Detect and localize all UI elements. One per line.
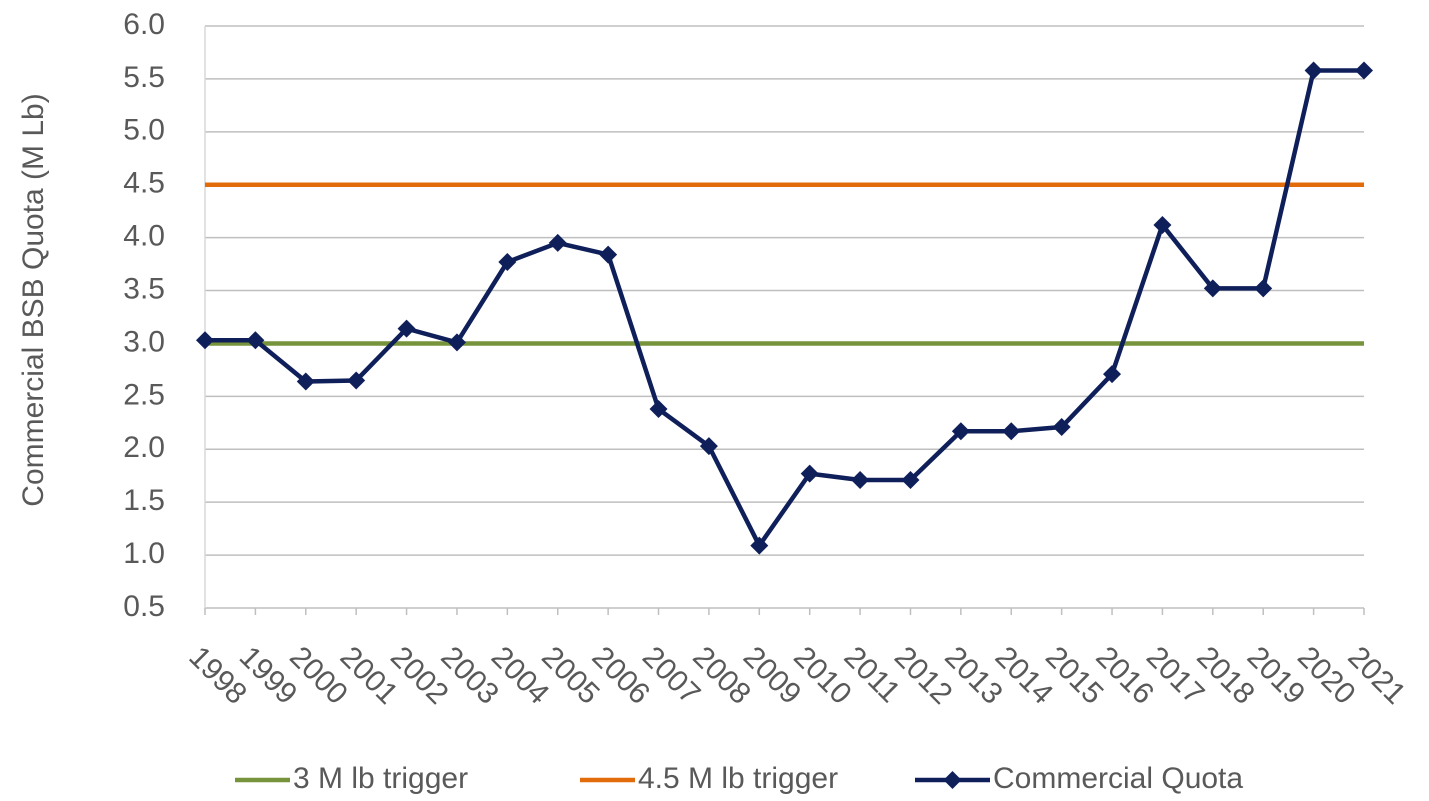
point-marker: [1203, 279, 1222, 298]
x-tick-label: 2015: [1039, 640, 1110, 711]
x-tick-label: 2021: [1341, 640, 1412, 711]
point-marker: [1304, 61, 1323, 80]
x-tick-label: 2017: [1140, 640, 1211, 711]
x-tick-label: 1999: [233, 640, 304, 711]
point-marker: [1254, 279, 1273, 298]
x-tick-label: 2004: [485, 640, 556, 711]
x-tick-label: 2020: [1291, 640, 1362, 711]
x-tick-label: 2006: [586, 640, 657, 711]
point-marker: [1153, 215, 1172, 234]
point-marker: [1052, 418, 1071, 437]
y-tick-label: 1.5: [123, 484, 165, 517]
y-axis-title: Commercial BSB Quota (M Lb): [17, 93, 50, 506]
x-tick-label: 2003: [434, 640, 505, 711]
point-marker: [1002, 422, 1021, 441]
x-tick-label: 2016: [1089, 640, 1160, 711]
point-marker: [901, 470, 920, 489]
x-tick-label: 1998: [182, 640, 253, 711]
x-tick-label: 2019: [1241, 640, 1312, 711]
point-marker: [447, 333, 466, 352]
y-tick-label: 3.5: [123, 272, 165, 305]
y-tick-label: 0.5: [123, 590, 165, 623]
point-marker: [851, 470, 870, 489]
x-tick-label: 2014: [989, 640, 1060, 711]
x-tick-label: 2013: [938, 640, 1009, 711]
point-marker: [397, 319, 416, 338]
point-marker: [599, 245, 618, 264]
point-marker: [1355, 61, 1373, 80]
x-tick-label: 2002: [384, 640, 455, 711]
x-tick-label: 2010: [787, 640, 858, 711]
x-tick-label: 2005: [535, 640, 606, 711]
y-tick-label: 6.0: [123, 8, 165, 41]
legend-label: 3 M lb trigger: [293, 762, 468, 795]
x-tick-label: 2001: [334, 640, 405, 711]
point-marker: [246, 331, 265, 350]
y-tick-label: 5.0: [123, 114, 165, 147]
point-marker: [951, 422, 970, 441]
legend-label: 4.5 M lb trigger: [638, 762, 838, 795]
point-marker: [548, 233, 567, 252]
y-tick-label: 3.0: [123, 325, 165, 358]
x-tick-label: 2011: [838, 640, 907, 709]
point-marker: [196, 331, 214, 350]
x-tick-label: 2012: [888, 640, 959, 711]
y-tick-label: 4.0: [123, 220, 165, 253]
legend-label: Commercial Quota: [993, 762, 1243, 795]
y-tick-label: 2.0: [123, 431, 165, 464]
point-marker: [296, 372, 315, 391]
point-marker: [347, 371, 366, 390]
x-tick-label: 2000: [283, 640, 354, 711]
legend-marker: [943, 771, 962, 789]
y-tick-label: 4.5: [123, 167, 165, 200]
point-marker: [649, 400, 668, 419]
y-tick-label: 5.5: [123, 61, 165, 94]
point-marker: [800, 464, 819, 483]
x-tick-label: 2007: [636, 640, 707, 711]
point-marker: [498, 252, 517, 271]
y-tick-label: 2.5: [123, 378, 165, 411]
point-marker: [750, 536, 769, 555]
x-tick-label: 2009: [737, 640, 808, 711]
point-marker: [1103, 365, 1122, 384]
y-tick-label: 1.0: [123, 537, 165, 570]
series-line: [205, 68, 1364, 548]
x-tick-label: 2018: [1190, 640, 1261, 711]
point-marker: [699, 437, 718, 456]
x-tick-label: 2008: [686, 640, 757, 711]
